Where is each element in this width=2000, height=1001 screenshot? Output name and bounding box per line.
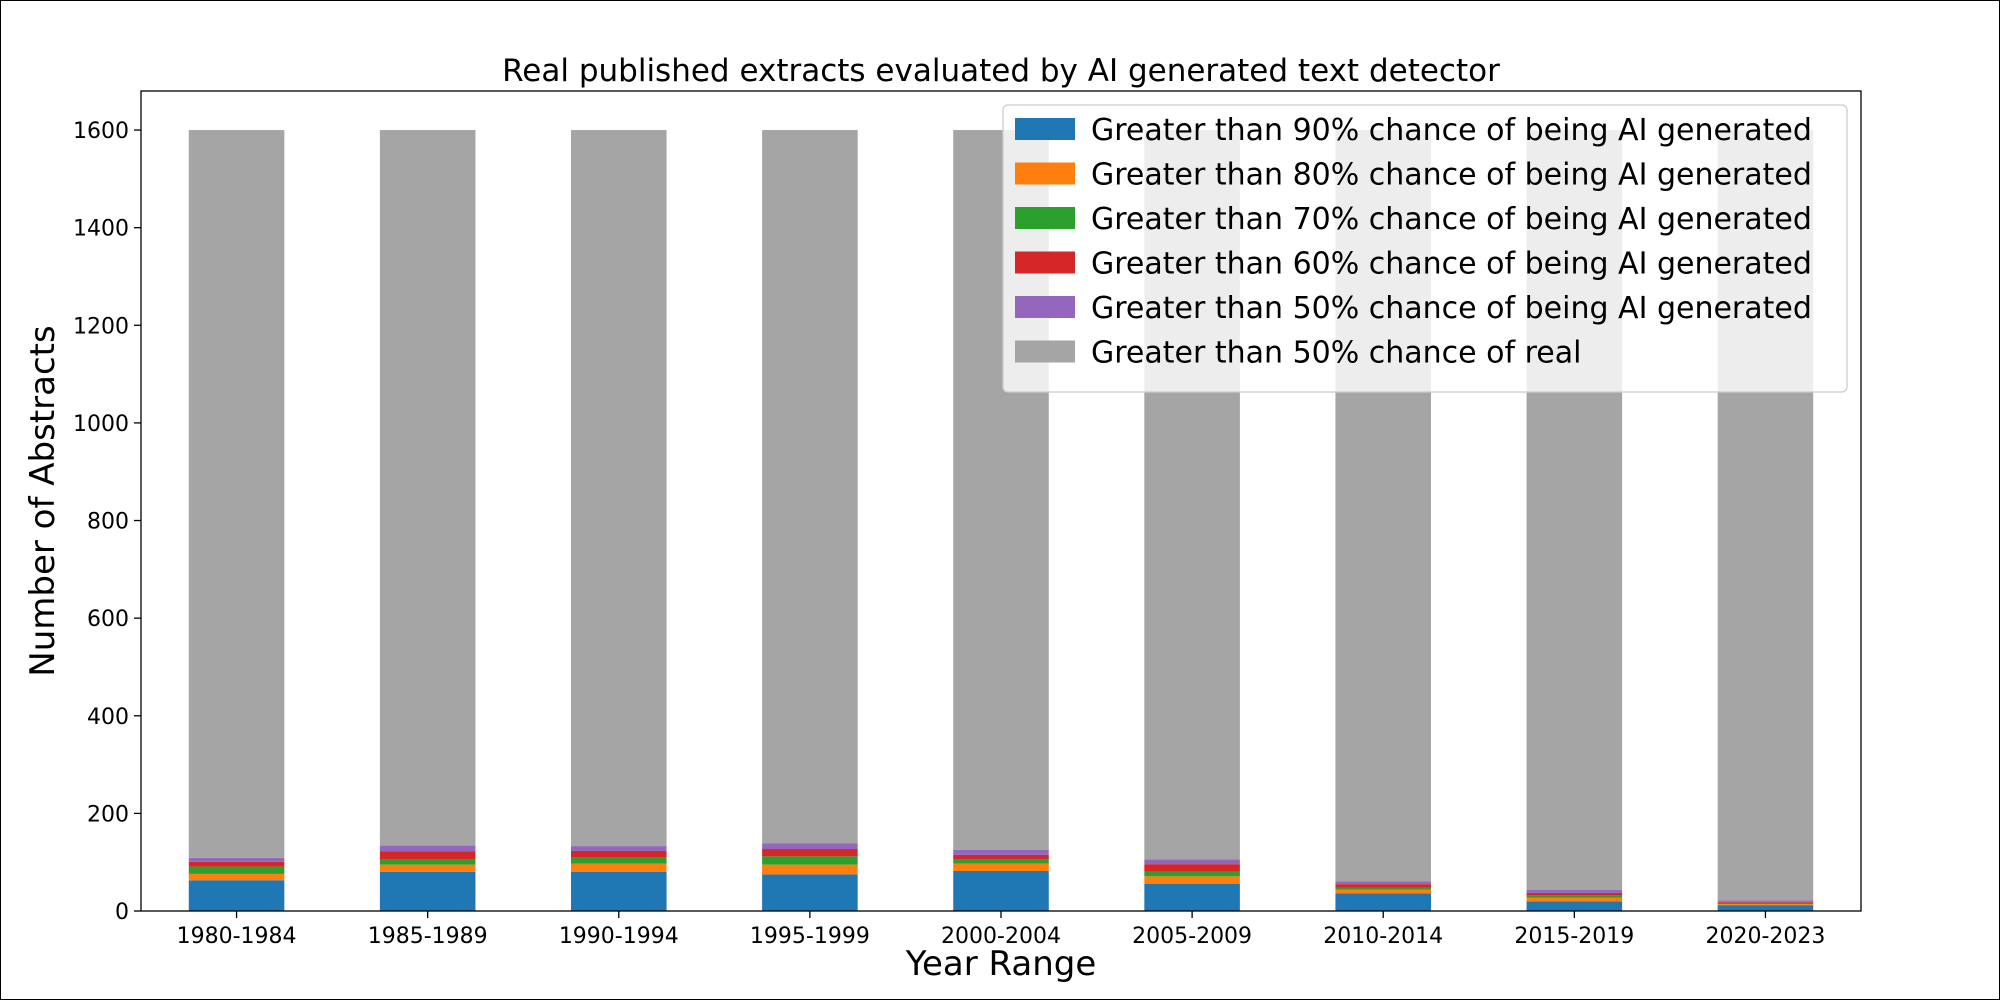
- legend-label: Greater than 70% chance of being AI gene…: [1091, 202, 1812, 237]
- bar-segment-1990-1994-series-4: [571, 850, 667, 858]
- bar-segment-1995-1999-series-4: [762, 849, 858, 857]
- bar-segment-2020-2023-series-3: [1717, 902, 1814, 905]
- x-tick-label: 2020-2023: [1705, 924, 1825, 949]
- legend-label: Greater than 50% chance of real: [1091, 336, 1581, 371]
- bars-layer: [188, 130, 1814, 911]
- bar-segment-2015-2019-series-3: [1526, 895, 1623, 898]
- bar-segment-2005-2009-series-1: [1144, 883, 1240, 911]
- legend-label: Greater than 90% chance of being AI gene…: [1091, 113, 1812, 148]
- bar-segment-2000-2004-series-2: [953, 863, 1049, 871]
- bar-segment-2020-2023-series-5: [1717, 900, 1814, 902]
- bar-segment-2000-2004-series-3: [953, 859, 1049, 864]
- y-tick-label: 200: [87, 802, 129, 827]
- x-tick-label: 1980-1984: [177, 924, 297, 949]
- x-tick-label: 2010-2014: [1323, 924, 1443, 949]
- legend-label: Greater than 60% chance of being AI gene…: [1091, 247, 1812, 282]
- bar-segment-1980-1984-series-4: [188, 861, 285, 867]
- x-tick-label: 2015-2019: [1514, 924, 1634, 949]
- bar-segment-2020-2023-series-1: [1717, 905, 1814, 911]
- y-tick-label: 1200: [73, 314, 129, 339]
- y-tick-label: 1400: [73, 217, 129, 242]
- bar-segment-2010-2014-series-3: [1335, 887, 1431, 890]
- bar-segment-1990-1994-series-5: [571, 846, 667, 851]
- bar-segment-1980-1984-series-5: [188, 857, 285, 862]
- bar-segment-2010-2014-series-4: [1335, 884, 1431, 888]
- bar-segment-1980-1984-series-6: [188, 130, 285, 858]
- bar-segment-1985-1989-series-4: [379, 851, 476, 860]
- bar-segment-1980-1984-series-3: [188, 866, 285, 874]
- bar-segment-2015-2019-series-2: [1526, 897, 1623, 902]
- bar-segment-2005-2009-series-3: [1144, 871, 1240, 877]
- bar-segment-2020-2023-series-4: [1717, 901, 1814, 903]
- bar-segment-2000-2004-series-4: [953, 854, 1049, 860]
- y-tick-label: 1000: [73, 412, 129, 437]
- bar-segment-1995-1999-series-2: [762, 864, 858, 875]
- x-tick-label: 1995-1999: [750, 924, 870, 949]
- bar-segment-1990-1994-series-1: [571, 871, 667, 911]
- x-axis-title: Year Range: [905, 944, 1097, 984]
- bar-segment-1995-1999-series-1: [762, 874, 858, 911]
- bar-segment-2010-2014-series-2: [1335, 889, 1431, 894]
- bar-segment-2010-2014-series-1: [1335, 893, 1431, 911]
- bar-segment-2010-2014-series-5: [1335, 881, 1431, 885]
- legend-label: Greater than 50% chance of being AI gene…: [1091, 291, 1812, 326]
- bar-segment-1995-1999-series-5: [762, 843, 858, 850]
- bar-segment-1980-1984-series-2: [188, 873, 285, 881]
- bar-segment-1985-1989-series-6: [379, 130, 476, 846]
- y-tick-label: 400: [87, 705, 129, 730]
- legend-box: [1002, 104, 1848, 393]
- legend: Greater than 90% chance of being AI gene…: [1002, 104, 1848, 393]
- bar-segment-2015-2019-series-5: [1526, 890, 1623, 893]
- y-axis-title: Number of Abstracts: [23, 325, 63, 676]
- x-tick-label: 2005-2009: [1132, 924, 1252, 949]
- legend-swatch: [1015, 118, 1075, 140]
- bar-segment-2015-2019-series-4: [1526, 892, 1623, 896]
- bar-segment-2005-2009-series-4: [1144, 864, 1240, 872]
- y-tick-label: 600: [87, 607, 129, 632]
- legend-swatch: [1015, 296, 1075, 318]
- chart-title: Real published extracts evaluated by AI …: [502, 53, 1500, 89]
- bar-segment-1995-1999-series-6: [762, 130, 858, 844]
- bar-segment-2015-2019-series-1: [1526, 901, 1623, 911]
- bar-segment-2005-2009-series-2: [1144, 876, 1240, 884]
- legend-swatch: [1015, 340, 1075, 363]
- bar-segment-2020-2023-series-2: [1717, 904, 1814, 906]
- bar-segment-1985-1989-series-3: [379, 859, 476, 865]
- legend-swatch: [1015, 162, 1075, 185]
- x-tick-label: 2000-2004: [941, 924, 1061, 949]
- y-tick-label: 0: [115, 900, 129, 925]
- bar-segment-1995-1999-series-3: [762, 856, 858, 865]
- bar-segment-2005-2009-series-5: [1144, 859, 1240, 865]
- legend-label: Greater than 80% chance of being AI gene…: [1091, 158, 1812, 193]
- legend-swatch: [1015, 207, 1075, 229]
- x-tick-label: 1990-1994: [559, 924, 679, 949]
- axes-layer: 1980-1984 1985-1989 1990-1994 1995-1999 2000…: [73, 119, 1825, 949]
- bar-segment-2000-2004-series-1: [953, 870, 1049, 911]
- bar-segment-1990-1994-series-3: [571, 857, 667, 864]
- legend-swatch: [1015, 251, 1075, 274]
- x-tick-label: 1985-1989: [368, 924, 488, 949]
- bar-segment-1985-1989-series-1: [379, 871, 476, 911]
- y-tick-label: 800: [87, 510, 129, 535]
- bar-segment-1990-1994-series-6: [571, 130, 667, 847]
- bar-segment-1980-1984-series-1: [188, 880, 285, 911]
- bar-segment-1985-1989-series-2: [379, 864, 476, 872]
- bar-segment-1990-1994-series-2: [571, 863, 667, 872]
- bar-segment-1985-1989-series-5: [379, 845, 476, 852]
- y-tick-label: 1600: [73, 119, 129, 144]
- bar-segment-2000-2004-series-5: [953, 849, 1049, 855]
